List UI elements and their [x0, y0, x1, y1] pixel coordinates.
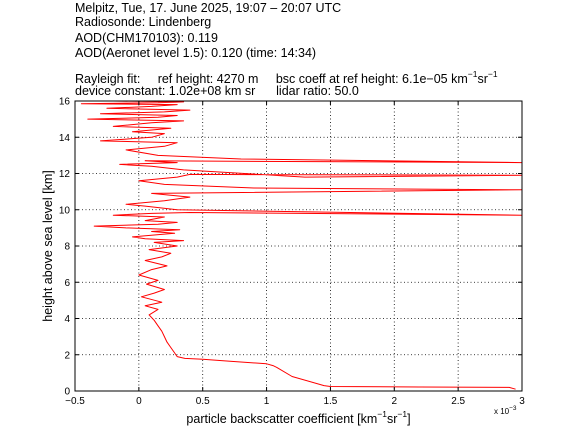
- grid-lines: [75, 101, 522, 391]
- header-device-row: device constant: 1.02e+08 km sr lidar ra…: [75, 84, 359, 98]
- x-tick-label: 1.5: [323, 396, 337, 407]
- x-tick-label: 3: [519, 396, 525, 407]
- bsc-coeff: bsc coeff at ref height: 6.1e−05 km−1sr−…: [275, 69, 498, 86]
- bsc-coeff-pre: bsc coeff at ref height: 6.1e−05 km: [275, 72, 468, 86]
- tick-marks: [74, 100, 523, 392]
- x-tick-label: 0.5: [196, 396, 210, 407]
- device-constant: device constant: 1.02e+08 km sr: [75, 84, 256, 98]
- y-tick-label: 4: [64, 314, 70, 325]
- rayleigh-label: Rayleigh fit:: [75, 72, 141, 86]
- y-tick-label: 16: [59, 97, 71, 108]
- y-tick-label: 0: [64, 387, 70, 398]
- header-rayleigh-row: Rayleigh fit: ref height: 4270 m bsc coe…: [75, 67, 498, 86]
- x-axis-label: particle backscatter coefficient [km−1sr…: [186, 409, 410, 426]
- x-tick-label: 1: [264, 396, 270, 407]
- x-tick-labels: −0.5 0 0.5 1 1.5 2 2.5 3: [65, 396, 525, 407]
- lidar-ratio: lidar ratio: 50.0: [276, 84, 359, 98]
- bsc-coeff-exp1: −1: [467, 69, 478, 79]
- y-tick-labels: 0 2 4 6 8 10 12 14 16: [59, 97, 71, 398]
- series-layer: [80, 100, 523, 390]
- header-radiosonde: Radiosonde: Lindenberg: [75, 15, 212, 29]
- header-aod-aeronet: AOD(Aeronet level 1.5): 0.120 (time: 14:…: [75, 46, 317, 60]
- y-tick-label: 2: [64, 350, 70, 361]
- x-tick-label: 0: [136, 396, 142, 407]
- header-aod-chm: AOD(CHM170103): 0.119: [75, 31, 218, 45]
- y-tick-label: 6: [64, 278, 70, 289]
- x-multiplier-label: x 10−3: [494, 405, 517, 416]
- x-tick-label: −0.5: [65, 396, 85, 407]
- y-tick-label: 10: [59, 205, 71, 216]
- y-tick-label: 8: [64, 242, 70, 253]
- y-axis-label: height above sea level [km]: [41, 170, 55, 321]
- x-tick-label: 2: [392, 396, 398, 407]
- header-title: Melpitz, Tue, 17. June 2025, 19:07 – 20:…: [75, 1, 342, 15]
- y-tick-label: 12: [59, 169, 71, 180]
- ref-height: ref height: 4270 m: [157, 72, 259, 86]
- backscatter-profile-line: [80, 100, 523, 390]
- bsc-coeff-mid: sr: [477, 72, 488, 86]
- y-tick-label: 14: [59, 133, 71, 144]
- bsc-coeff-exp2: −1: [487, 69, 498, 79]
- x-tick-label: 2.5: [451, 396, 465, 407]
